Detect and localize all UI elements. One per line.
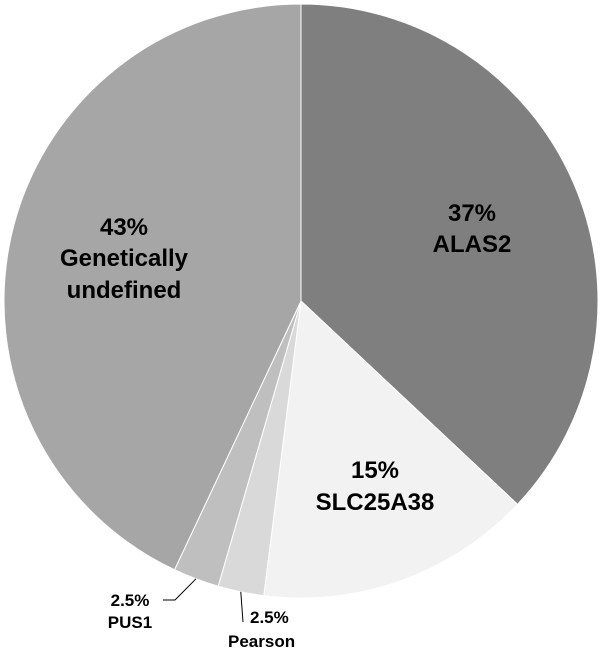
slice-label-pearson-percent: 2.5% <box>250 608 289 627</box>
pie-slice-alas2 <box>300 3 599 506</box>
slice-label-slc25a38-percent: 15% <box>351 457 399 484</box>
slice-label-pus1-percent: 2.5% <box>111 591 150 610</box>
slice-label-pus1-name: PUS1 <box>108 613 152 632</box>
leader-line-pus1 <box>163 578 197 601</box>
slice-label-undefined-percent: 43% <box>100 214 148 241</box>
pie-slice-slc25a38 <box>263 299 519 599</box>
slice-label-slc25a38-name: SLC25A38 <box>316 489 435 516</box>
leader-lines <box>163 578 244 623</box>
slice-label-alas2-percent: 37% <box>448 200 496 227</box>
pie-slice-genetically-undefined <box>3 3 302 571</box>
slice-label-pearson-name: Pearson <box>228 632 295 651</box>
slice-label-undefined-line1: Genetically <box>60 245 189 272</box>
pie-slices <box>3 3 599 599</box>
leader-line-pearson <box>240 591 244 623</box>
slice-label-alas2-name: ALAS2 <box>433 231 512 258</box>
slice-label-undefined-line2: undefined <box>67 277 182 304</box>
